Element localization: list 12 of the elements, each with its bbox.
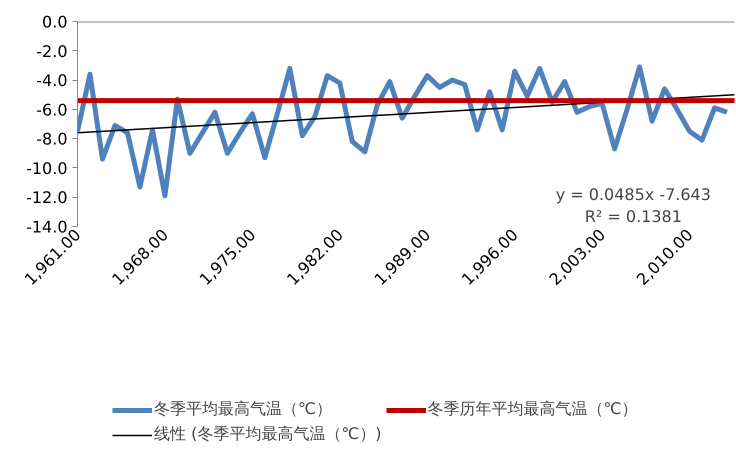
- y-tick-label: 0.0: [42, 12, 68, 32]
- y-tick-label: -12.0: [26, 188, 68, 208]
- legend-label: 冬季平均最高气温（℃）: [154, 399, 332, 420]
- legend-label: 线性 (冬季平均最高气温（℃）): [154, 424, 382, 445]
- y-tick-label: -4.0: [36, 71, 68, 90]
- annotation: y = 0.0485x -7.643: [556, 184, 711, 204]
- annotation: R² = 0.1381: [584, 206, 682, 226]
- y-tick-label: -10.0: [26, 158, 68, 178]
- y-tick-label: -2.0: [36, 42, 68, 61]
- legend-label: 冬季历年平均最高气温（℃）: [428, 399, 638, 420]
- y-tick-label: -8.0: [36, 130, 68, 149]
- y-tick-label: -6.0: [36, 100, 68, 120]
